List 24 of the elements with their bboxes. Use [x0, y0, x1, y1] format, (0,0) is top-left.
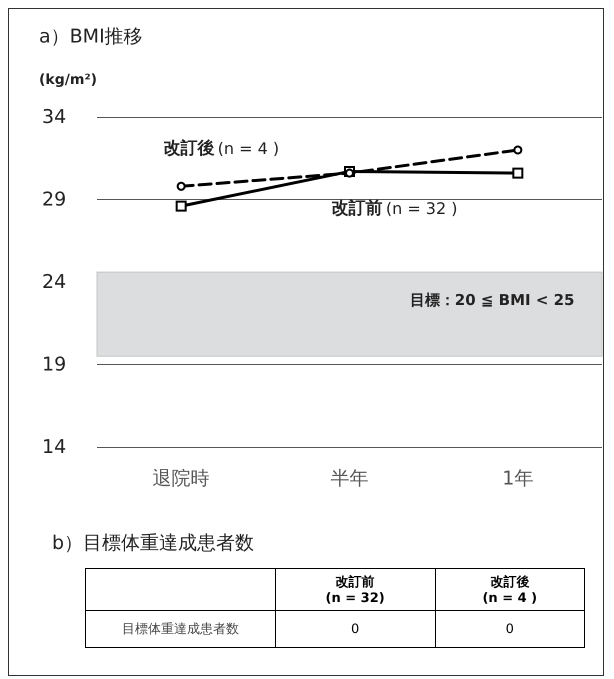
point — [512, 168, 524, 179]
series-label: 改訂後 (n = 4 ) — [163, 138, 280, 158]
text: b）目標体重達成患者数 — [52, 531, 254, 556]
data-label: 0 — [435, 610, 584, 648]
data-label: 0 — [275, 610, 436, 648]
y-tick-label: 24 — [42, 271, 66, 293]
chart-title: a）BMI推移 — [39, 26, 143, 48]
text: 目標体重達成患者数 — [86, 610, 276, 648]
y-axis-title: (kg/m²) — [39, 72, 97, 88]
point — [176, 182, 186, 191]
y-tick-label: 29 — [42, 188, 66, 210]
point — [176, 200, 187, 212]
category-label: 改訂前 (n = 32) — [275, 568, 436, 610]
y-tick-label: 34 — [42, 106, 66, 128]
y-tick-label: 19 — [42, 354, 66, 376]
band-label: 目標：20 ≦ BMI < 25 — [410, 291, 574, 310]
series-label: 改訂前 (n = 32 ) — [332, 198, 458, 218]
x-tick-label: 半年 — [330, 468, 368, 490]
point — [345, 168, 354, 178]
category-label: 改訂後 (n = 4 ) — [435, 568, 584, 610]
x-tick-label: 1年 — [502, 468, 534, 490]
x-tick-label: 退院時 — [152, 468, 210, 490]
y-tick-label: 14 — [42, 436, 66, 458]
point — [513, 146, 522, 154]
